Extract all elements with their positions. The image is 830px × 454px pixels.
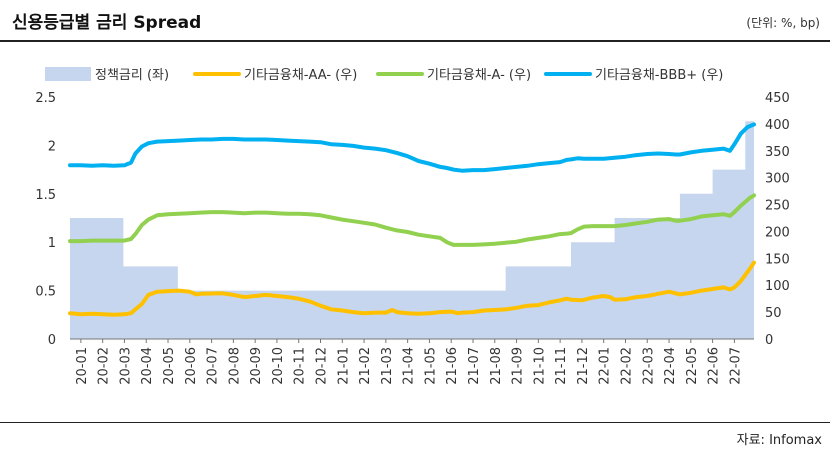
x-tick-label: 21-11 (554, 347, 569, 385)
left-tick-label: 0 (48, 333, 56, 348)
x-tick-label: 21-07 (467, 347, 482, 385)
legend-label-bar: 정책금리 (좌) (95, 68, 169, 83)
legend-label-a: 기타금융채-A- (우) (427, 68, 531, 83)
x-tick-label: 22-07 (728, 347, 743, 385)
x-tick-label: 20-11 (293, 347, 308, 385)
x-tick-label: 20-07 (206, 347, 221, 385)
policy-rate-bars (70, 121, 754, 339)
right-tick-label: 200 (765, 225, 790, 240)
spread-chart: 정책금리 (좌) 기타금융채-AA- (우) 기타금융채-A- (우) 기타금융채-B… (35, 67, 790, 385)
legend-label-aa: 기타금융채-AA- (우) (244, 68, 357, 83)
source-label: 자료: Infomax (736, 433, 822, 448)
x-tick-label: 22-06 (707, 347, 722, 385)
x-tick-label: 21-12 (576, 347, 591, 385)
x-tick-label: 20-12 (315, 347, 330, 385)
left-tick-label: 2.5 (35, 91, 56, 106)
left-tick-label: 2 (48, 139, 56, 154)
x-tick-label: 21-02 (358, 347, 373, 385)
right-tick-label: 400 (765, 118, 790, 133)
right-tick-label: 0 (765, 333, 773, 348)
series-line-a (68, 193, 756, 247)
legend-swatch-bar (45, 67, 91, 81)
x-tick-label: 22-04 (663, 347, 678, 385)
right-tick-label: 350 (765, 145, 790, 160)
right-tick-label: 300 (765, 172, 790, 187)
left-tick-label: 1 (48, 236, 56, 251)
series-lines (68, 122, 756, 317)
x-tick-label: 22-03 (641, 347, 656, 385)
x-tick-label: 21-10 (532, 347, 547, 385)
x-tick-label: 22-01 (598, 347, 613, 385)
left-tick-label: 1.5 (35, 188, 56, 203)
series-line-aa (68, 260, 756, 317)
x-tick-label: 20-02 (97, 347, 112, 385)
right-tick-label: 250 (765, 199, 790, 214)
series-line-bbb (68, 122, 756, 173)
top-rule (0, 40, 830, 42)
policy-rate-area (70, 121, 754, 339)
x-tick-label: 21-04 (402, 347, 417, 385)
x-axis: 20-01 20-02 20-03 20-04 20-05 20-06 20-07 20-08… (70, 338, 754, 385)
bottom-rule (0, 422, 830, 423)
chart-title: 신용등급별 금리 Spread (12, 13, 202, 33)
right-tick-label: 150 (765, 252, 790, 267)
x-tick-label: 22-02 (619, 347, 634, 385)
x-tick-label: 20-10 (271, 347, 286, 385)
x-tick-label: 20-03 (118, 347, 133, 385)
x-tick-label: 20-04 (140, 347, 155, 385)
x-tick-label: 21-03 (380, 347, 395, 385)
right-tick-label: 50 (765, 306, 782, 321)
right-tick-label: 450 (765, 91, 790, 106)
x-tick-label: 21-06 (445, 347, 460, 385)
legend-label-bbb: 기타금융채-BBB+ (우) (595, 68, 723, 83)
x-tick-label: 20-06 (184, 347, 199, 385)
x-tick-label: 21-01 (336, 347, 351, 385)
left-tick-label: 0.5 (35, 285, 56, 300)
right-tick-label: 100 (765, 279, 790, 294)
left-axis: 0 0.5 1 1.5 2 2.5 (35, 91, 56, 348)
x-tick-label: 21-09 (511, 347, 526, 385)
x-tick-label: 20-01 (75, 347, 90, 385)
x-tick-label: 21-08 (489, 347, 504, 385)
legend: 정책금리 (좌) 기타금융채-AA- (우) 기타금융채-A- (우) 기타금융채-B… (45, 67, 723, 83)
x-tick-label: 21-05 (423, 347, 438, 385)
x-tick-label: 20-05 (162, 347, 177, 385)
right-axis: 0 50 100 150 200 250 300 350 400 450 (765, 91, 790, 348)
unit-label: (단위: %, bp) (746, 16, 820, 30)
x-tick-label: 20-09 (249, 347, 264, 385)
x-tick-label: 22-05 (685, 347, 700, 385)
x-tick-label: 20-08 (227, 347, 242, 385)
